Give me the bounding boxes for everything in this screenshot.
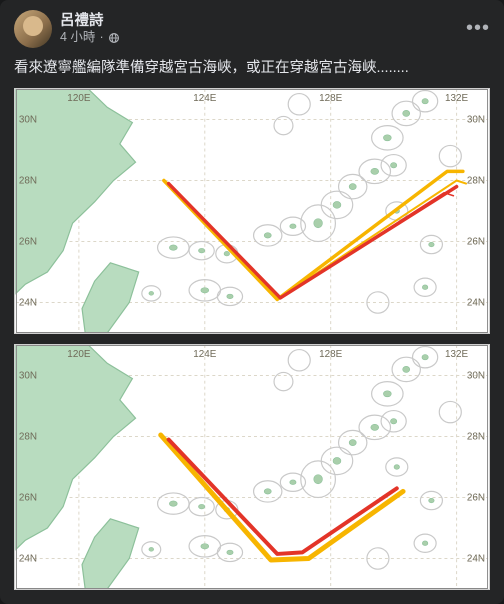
post-images[interactable]: 120E 124E 128E 132E 24N 24N 26N 26N 28N 28N 30N 30N… <box>0 88 504 604</box>
svg-text:30N: 30N <box>19 371 37 382</box>
svg-text:124E: 124E <box>193 349 217 360</box>
svg-text:24N: 24N <box>19 298 37 309</box>
meta-sep: · <box>99 30 103 45</box>
svg-text:26N: 26N <box>19 237 37 248</box>
svg-text:30N: 30N <box>467 371 485 382</box>
social-post: 呂禮詩 4 小時 · ••• 看來遼寧艦編隊準備穿越宮古海峽，或正在穿越宮古海峽… <box>0 0 504 604</box>
map-panel-2: 120E 124E 128E 132E 24N 24N 26N 26N 28N 28N 30N 30N <box>14 344 490 590</box>
map-chart-2: 120E 124E 128E 132E 24N 24N 26N 26N 28N 28N 30N 30N <box>15 345 489 589</box>
svg-text:28N: 28N <box>467 176 485 187</box>
author-block: 呂禮詩 4 小時 · <box>60 13 120 45</box>
svg-text:30N: 30N <box>467 115 485 126</box>
svg-text:28N: 28N <box>19 176 37 187</box>
svg-text:24N: 24N <box>467 298 485 309</box>
svg-text:28N: 28N <box>467 432 485 443</box>
post-time[interactable]: 4 小時 <box>60 30 95 45</box>
globe-icon <box>108 32 120 44</box>
post-header: 呂禮詩 4 小時 · ••• <box>0 0 504 52</box>
svg-text:124E: 124E <box>193 93 217 104</box>
svg-text:26N: 26N <box>19 493 37 504</box>
author-name[interactable]: 呂禮詩 <box>60 13 120 30</box>
avatar[interactable] <box>14 10 52 48</box>
svg-text:120E: 120E <box>67 349 91 360</box>
map-chart-1: 120E 124E 128E 132E 24N 24N 26N 26N 28N 28N 30N 30N <box>15 89 489 333</box>
svg-text:120E: 120E <box>67 93 91 104</box>
svg-text:132E: 132E <box>445 349 469 360</box>
svg-text:128E: 128E <box>319 349 343 360</box>
svg-text:24N: 24N <box>19 554 37 565</box>
more-button[interactable]: ••• <box>462 12 494 44</box>
svg-text:26N: 26N <box>467 493 485 504</box>
svg-text:132E: 132E <box>445 93 469 104</box>
svg-text:128E: 128E <box>319 93 343 104</box>
post-meta: 4 小時 · <box>60 30 120 45</box>
svg-text:24N: 24N <box>467 554 485 565</box>
svg-text:26N: 26N <box>467 237 485 248</box>
svg-text:28N: 28N <box>19 432 37 443</box>
svg-text:30N: 30N <box>19 115 37 126</box>
map-panel-1: 120E 124E 128E 132E 24N 24N 26N 26N 28N 28N 30N 30N <box>14 88 490 334</box>
post-body: 看來遼寧艦編隊準備穿越宮古海峽，或正在穿越宮古海峽........ <box>0 52 504 88</box>
